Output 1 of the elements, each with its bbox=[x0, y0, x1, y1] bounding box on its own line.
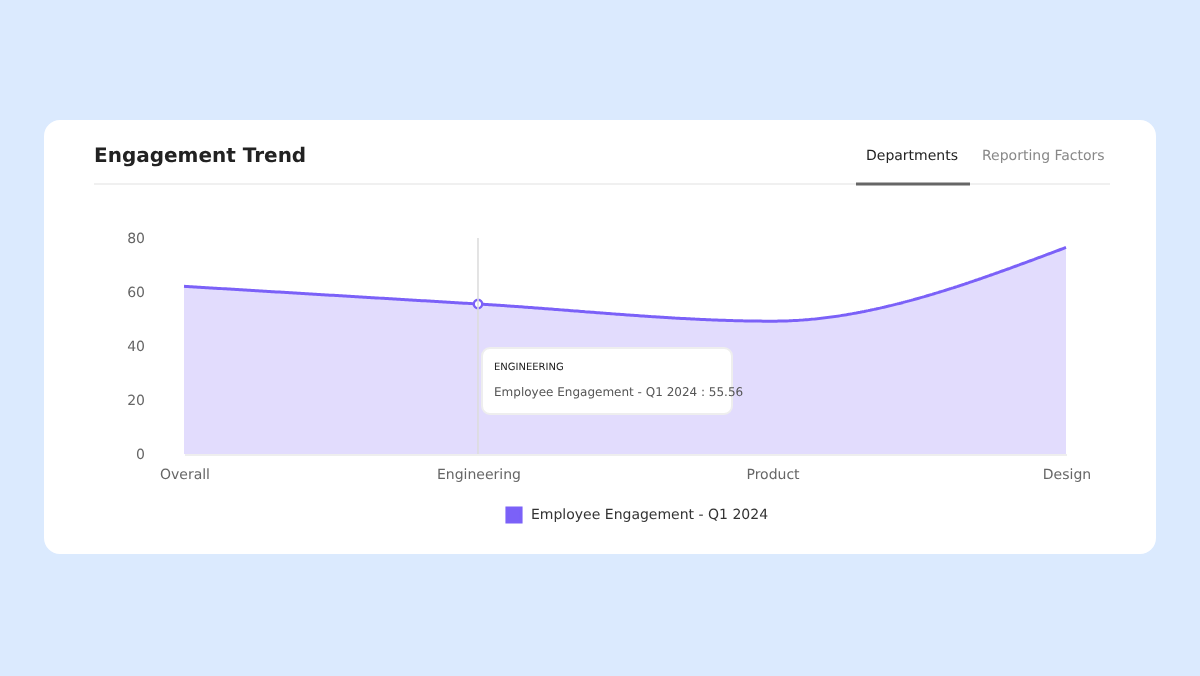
chart-title: Engagement Trend bbox=[94, 146, 307, 168]
